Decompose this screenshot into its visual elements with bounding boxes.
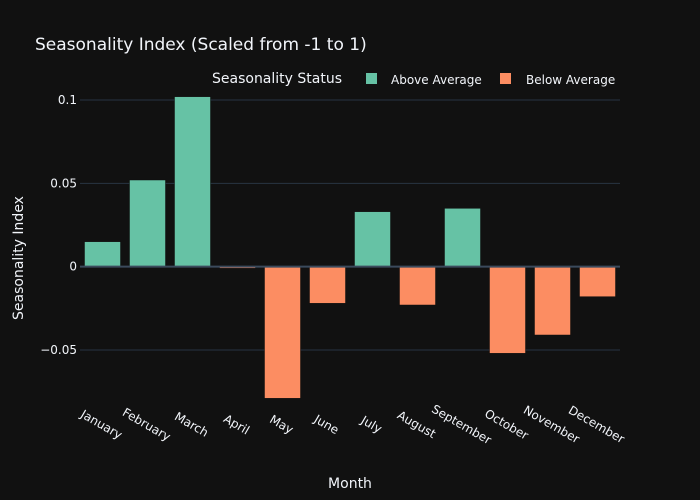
legend[interactable]: Seasonality Status Above Average Below A… bbox=[212, 71, 615, 87]
x-tick-label-july: July bbox=[358, 413, 385, 436]
bar-may[interactable] bbox=[264, 266, 301, 399]
x-tick-label-february: February bbox=[120, 405, 173, 444]
bar-march[interactable] bbox=[174, 96, 211, 267]
y-axis-ticks: −0.05 0 0.05 0.1 bbox=[40, 93, 77, 357]
bars[interactable] bbox=[84, 96, 616, 399]
x-axis-title: Month bbox=[328, 476, 372, 492]
x-tick-label-april: April bbox=[221, 412, 252, 438]
y-tick-label: 0 bbox=[69, 260, 77, 274]
y-tick-label: 0.1 bbox=[58, 93, 77, 107]
legend-label-above-average[interactable]: Above Average bbox=[391, 73, 482, 87]
legend-title: Seasonality Status bbox=[212, 71, 342, 87]
y-tick-label: 0.05 bbox=[50, 176, 77, 190]
y-axis-title: Seasonality Index bbox=[11, 196, 27, 320]
bar-january[interactable] bbox=[84, 241, 121, 267]
bar-february[interactable] bbox=[129, 179, 166, 267]
x-tick-label-january: January bbox=[77, 407, 124, 442]
legend-swatch-above-average[interactable] bbox=[366, 73, 377, 84]
y-tick-label: −0.05 bbox=[40, 343, 77, 357]
x-tick-label-june: June bbox=[311, 411, 342, 437]
bar-june[interactable] bbox=[309, 266, 346, 304]
bar-august[interactable] bbox=[399, 266, 436, 306]
x-tick-label-march: March bbox=[172, 409, 211, 439]
bar-july[interactable] bbox=[354, 211, 391, 267]
legend-swatch-below-average[interactable] bbox=[500, 73, 511, 84]
bar-december[interactable] bbox=[579, 266, 616, 297]
bar-september[interactable] bbox=[444, 208, 481, 267]
x-tick-label-may: May bbox=[267, 412, 295, 437]
legend-label-below-average[interactable]: Below Average bbox=[526, 73, 615, 87]
bar-october[interactable] bbox=[489, 266, 526, 354]
chart-title: Seasonality Index (Scaled from -1 to 1) bbox=[35, 35, 367, 55]
bar-november[interactable] bbox=[534, 266, 571, 336]
gridlines bbox=[80, 99, 620, 351]
x-tick-label-september: September bbox=[429, 402, 493, 447]
